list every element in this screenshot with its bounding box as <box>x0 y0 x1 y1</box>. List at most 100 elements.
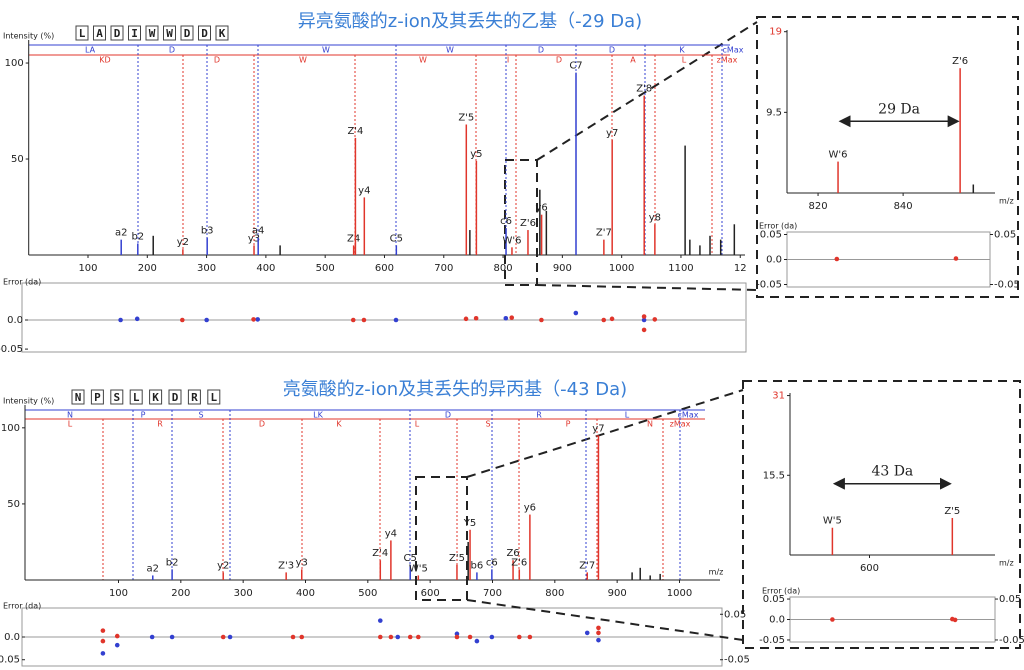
x-tick-label: 100 <box>109 588 128 599</box>
residue: K <box>152 391 159 404</box>
peak-label: Z'7 <box>596 228 612 239</box>
residue: A <box>96 27 103 40</box>
residue-box <box>75 25 89 41</box>
residue-box <box>180 25 194 41</box>
residue-box <box>71 389 85 405</box>
error-point <box>509 315 515 320</box>
y2-tick-label: -0.05 <box>994 280 1020 291</box>
peak-label: y4 <box>358 185 370 196</box>
x-tick-label: 1000 <box>609 263 634 274</box>
x-tick-label: 100 <box>78 263 97 274</box>
residue-box <box>168 389 182 405</box>
residue: D <box>114 27 121 40</box>
y-tick-label: 0.0 <box>4 632 20 643</box>
error-point <box>503 315 509 321</box>
y-tick-label: -0.05 <box>0 344 23 355</box>
error-point <box>641 317 647 323</box>
error-point <box>169 634 175 640</box>
peak-label: b2 <box>166 557 179 568</box>
error-point <box>118 317 123 323</box>
x-tick-label: 1100 <box>668 263 693 274</box>
y-tick-label: -0.05 <box>759 635 785 646</box>
x-tick-label: 300 <box>234 588 253 599</box>
peak-label: y2 <box>177 237 189 248</box>
peak-label: Z'8 <box>636 84 652 95</box>
x-tick-label: 600 <box>375 263 394 274</box>
error-point <box>596 637 601 643</box>
error-point <box>227 634 233 640</box>
residue: W <box>166 27 173 40</box>
error-point <box>474 638 480 644</box>
error-point <box>463 316 469 322</box>
residue-box <box>90 389 104 405</box>
peak-label: a4 <box>252 226 265 237</box>
z-ladder-label: KD <box>99 56 110 65</box>
x-tick-label: 840 <box>894 201 913 212</box>
residue: W <box>149 27 156 40</box>
y-tick-label: 15.5 <box>763 470 785 481</box>
y-axis-label: Intensity (%) <box>3 32 54 41</box>
error-point <box>952 617 958 623</box>
peak-label: b3 <box>201 226 214 237</box>
error-point <box>652 317 658 322</box>
z-ladder-label: D <box>556 56 562 65</box>
error-point <box>377 618 383 623</box>
peak-label: a2 <box>115 228 128 239</box>
y-tick-label: 0.05 <box>760 230 782 241</box>
z-ladder-label: L <box>415 420 420 429</box>
x-tick-label: 300 <box>197 263 216 274</box>
c-ladder-label: D <box>169 46 175 55</box>
x-tick-label: 900 <box>553 263 572 274</box>
error-point <box>204 317 209 323</box>
x-tick-label: 1000 <box>667 588 692 599</box>
y-tick-label: 50 <box>7 499 20 510</box>
peak-label: W'5 <box>823 516 842 527</box>
error-point <box>299 634 305 640</box>
c-ladder-label: S <box>198 411 203 420</box>
peak-label: b6 <box>471 560 484 571</box>
error-point <box>251 317 256 322</box>
x-tick-label: 800 <box>545 588 564 599</box>
error-point <box>539 317 544 323</box>
residue-box <box>93 25 106 41</box>
residue: L <box>79 27 86 40</box>
z-ladder-label: R <box>157 420 163 429</box>
peak-label: y7 <box>606 128 618 139</box>
error-point <box>489 634 495 640</box>
z-ladder-label: zMax <box>717 56 738 65</box>
error-point <box>180 317 185 323</box>
x-tick-label: 820 <box>809 201 828 212</box>
residue: D <box>201 27 208 40</box>
error-point <box>641 314 647 319</box>
error-point <box>601 317 607 323</box>
x-tick-label: 500 <box>316 263 335 274</box>
peak-label: Z'6 <box>952 56 968 67</box>
peak-label: y6 <box>535 203 547 214</box>
y-tick-label: 9.5 <box>766 107 782 118</box>
c-ladder-label: LA <box>85 46 96 55</box>
z-ladder-label: L <box>68 420 73 429</box>
peak-label: Z'4 <box>347 126 363 137</box>
residue: S <box>113 391 120 404</box>
peak-label: y5 <box>470 149 482 160</box>
c-ladder-label: L <box>625 411 630 420</box>
peak-label: C5 <box>390 233 403 244</box>
error-point <box>393 317 399 323</box>
peak-label: Z4 <box>347 233 360 244</box>
residue-box <box>163 25 176 41</box>
y2-tick-label: -0.05 <box>999 635 1024 646</box>
residue-box <box>198 25 211 41</box>
error-point <box>527 634 533 640</box>
zoom-inset-frame <box>756 16 1019 298</box>
peak-label: a2 <box>147 563 160 574</box>
y-tick-label: 0.05 <box>763 594 785 605</box>
y-tick-label: 0.0 <box>766 255 782 266</box>
peak-label: c6 <box>486 557 498 568</box>
y-axis-label: Error (da) <box>3 278 41 287</box>
peak-label: Z'6 <box>511 557 527 568</box>
error-point <box>114 642 120 648</box>
error-point <box>388 634 394 640</box>
peak-label: C5 <box>404 553 417 564</box>
z-ladder-label: K <box>336 420 342 429</box>
